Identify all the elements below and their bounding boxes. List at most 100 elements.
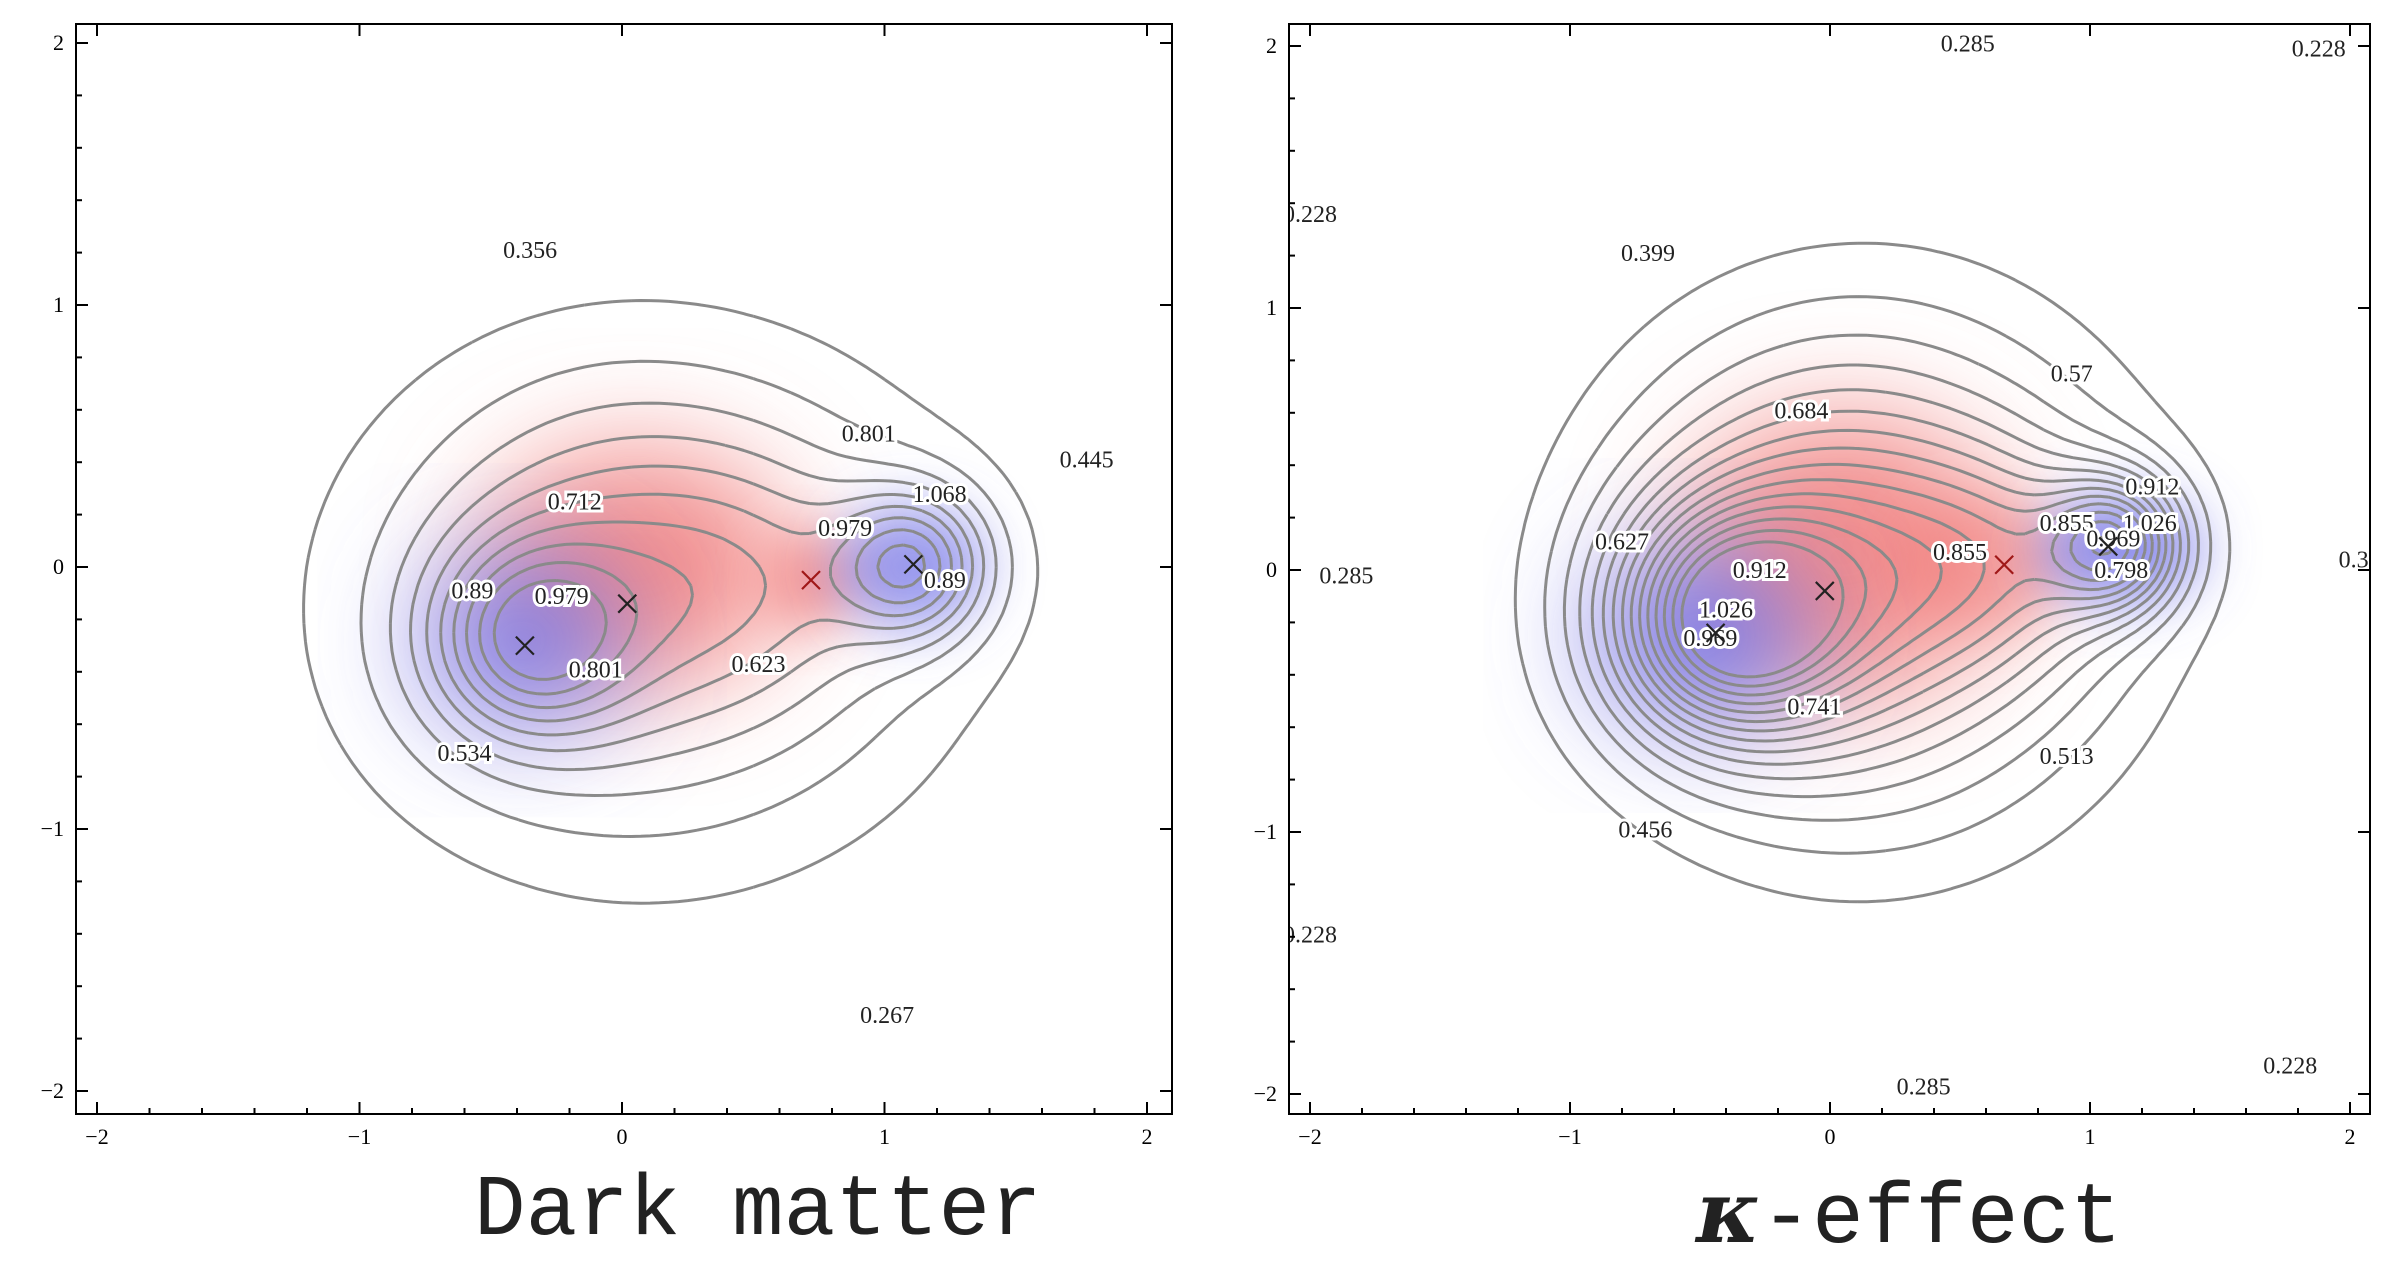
contour-label: 1.068	[913, 482, 967, 508]
plot-area: 0.285 0.228 0.228 0.399 0.57 0.684 0.912 0.855 1…	[1283, 29, 2391, 1104]
x-tick-label: −1	[348, 1124, 371, 1149]
contour-line	[425, 464, 975, 753]
contour-line	[1578, 363, 2191, 799]
contour-line	[1680, 540, 1845, 679]
y-tick-label: −2	[1254, 1081, 1277, 1106]
y-tick-label: 1	[53, 292, 64, 317]
kappa-caption-suffix: -effect	[1760, 1170, 2122, 1268]
contour-label: 0.855	[1933, 540, 1987, 566]
contour-line	[1671, 528, 1868, 688]
contour-label: 0.356	[503, 238, 557, 264]
contour-labels: 0.356 0.445 0.801 0.712 1.068 0.979 0.89 0.979 0…	[435, 235, 1117, 1032]
x-tick-label: 0	[617, 1124, 628, 1149]
cross-marker	[1705, 623, 1726, 643]
cross-marker	[903, 554, 924, 575]
contour-label: 0.801	[569, 657, 623, 683]
y-tick-label: 2	[53, 30, 64, 55]
y-tick-label: 2	[1266, 33, 1277, 58]
plot-frame	[75, 23, 1173, 1115]
contour-label: 0.89	[924, 568, 966, 594]
cross-marker	[801, 570, 821, 590]
y-tick-label: −1	[1254, 819, 1277, 844]
contour-lines	[1513, 241, 2232, 904]
contour-line	[1662, 517, 2114, 697]
contour-label: 0.57	[2051, 362, 2093, 388]
contour-label: 0.445	[1060, 448, 1114, 474]
x-tick-label: 1	[2085, 1124, 2096, 1149]
contour-label: 0.267	[860, 1003, 914, 1029]
x-tick-label: 1	[879, 1124, 890, 1149]
contour-label: 0.627	[1595, 529, 1649, 555]
contour-lines	[302, 299, 1040, 905]
contour-label: 0.684	[1774, 398, 1828, 424]
x-tick-label: 0	[1825, 1124, 1836, 1149]
axis-ticks	[76, 24, 1172, 1114]
contour-label: 0.513	[2040, 744, 2094, 770]
x-tick-label: 2	[1142, 1124, 1153, 1149]
kappa-effect-caption: κ-effect	[1696, 1162, 2122, 1268]
contour-line	[1513, 241, 2232, 904]
cross-marker	[2098, 536, 2118, 557]
axis-ticks	[1289, 24, 2370, 1114]
contour-label: 0.912	[2125, 474, 2179, 500]
contour-line	[409, 435, 986, 772]
contour-line	[1611, 428, 2168, 754]
contour-label: 0.89	[451, 579, 493, 605]
contour-line	[1543, 295, 2213, 855]
cross-marker	[515, 635, 535, 656]
blue-density-blob	[1591, 546, 1809, 725]
contour-label: 0.285	[1319, 563, 1373, 589]
contour-label: 0.712	[548, 490, 602, 516]
contour-line	[452, 516, 953, 723]
contour-label: 0.979	[818, 516, 872, 542]
contour-label: 0.855	[2040, 511, 2094, 537]
contour-label: 0.534	[438, 741, 492, 767]
kappa-effect-panel: 0.285 0.228 0.228 0.399 0.57 0.684 0.912 0.855 1…	[1254, 23, 2391, 1149]
contour-label: 0.399	[1621, 241, 1675, 267]
contour-label: 0.979	[535, 584, 589, 610]
cross-marker	[1815, 581, 1835, 601]
markers	[515, 554, 924, 656]
dark-matter-panel: 0.356 0.445 0.801 0.712 1.068 0.979 0.89 0.979 0…	[41, 23, 1173, 1149]
contour-label: 0.228	[1283, 922, 1337, 948]
contour-line	[1621, 446, 2161, 743]
contour-label: 0.912	[1733, 558, 1787, 584]
contour-line	[1601, 409, 2175, 766]
contour-line	[388, 401, 998, 797]
kappa-symbol: κ	[1696, 1162, 1761, 1263]
x-tick-label: −1	[1558, 1124, 1581, 1149]
contour-label: 1.026	[2123, 511, 2177, 537]
tick-labels: −2 −1 0 1 2 −2 −1 0 1 2	[1254, 33, 2356, 1149]
cross-marker	[1994, 554, 2014, 575]
contour-line	[359, 359, 1014, 838]
markers	[1705, 536, 2118, 643]
contour-line	[492, 579, 608, 681]
contour-label: 0.801	[842, 422, 896, 448]
contour-label: 0.623	[732, 652, 786, 678]
contour-label: 0.228	[2263, 1053, 2317, 1079]
x-tick-label: 2	[2345, 1124, 2356, 1149]
x-tick-label: −2	[85, 1124, 108, 1149]
contour-label: 1.026	[1699, 597, 1753, 623]
contour-line	[1562, 333, 2200, 822]
tick-labels: −2 −1 0 1 2 −2 −1 0 1 2	[41, 30, 1153, 1149]
y-tick-label: 0	[1266, 557, 1277, 582]
cross-marker	[617, 593, 638, 614]
y-tick-label: −1	[41, 816, 64, 841]
contour-line	[1654, 505, 2130, 706]
contour-line	[1646, 492, 2139, 715]
contour-line	[1629, 462, 2154, 733]
contour-label: 0.228	[1283, 202, 1337, 228]
contour-label: 0.456	[1618, 818, 1672, 844]
y-tick-label: 1	[1266, 295, 1277, 320]
contour-line	[465, 528, 942, 710]
contour-line	[439, 492, 964, 737]
y-tick-label: −2	[41, 1078, 64, 1103]
contour-line	[1638, 478, 2147, 724]
contour-label: 0.285	[1941, 32, 1995, 58]
contour-label: 0.285	[1897, 1074, 1951, 1100]
contour-line	[478, 543, 927, 696]
contour-label: 0.798	[2094, 558, 2148, 584]
contour-label: 0.342	[2339, 548, 2391, 574]
